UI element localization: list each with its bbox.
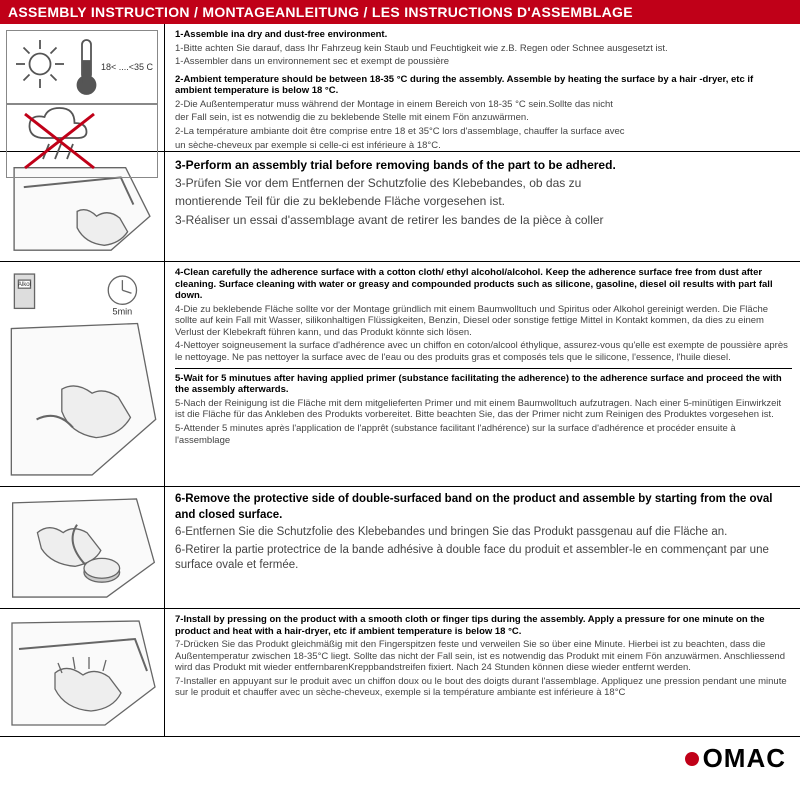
text-3: 4-Clean carefully the adherence surface … bbox=[165, 262, 800, 486]
text-4: 6-Remove the protective side of double-s… bbox=[165, 487, 800, 608]
timer-label: 5min bbox=[113, 306, 133, 316]
s3-fr: 3-Réaliser un essai d'assemblage avant d… bbox=[175, 212, 792, 228]
text-5: 7-Install by pressing on the product wit… bbox=[165, 609, 800, 736]
alcohol-label: Alkol bbox=[18, 282, 31, 288]
s2-en: 2-Ambient temperature should be between … bbox=[175, 74, 753, 97]
s7-de: 7-Drücken Sie das Produkt gleichmäßig mi… bbox=[175, 639, 792, 674]
logo-text: OMAC bbox=[703, 743, 786, 774]
illus-5 bbox=[0, 609, 165, 736]
header-title: ASSEMBLY INSTRUCTION / MONTAGEANLEITUNG … bbox=[8, 4, 633, 20]
row-4: 6-Remove the protective side of double-s… bbox=[0, 487, 800, 609]
illus-4 bbox=[0, 487, 165, 608]
s4-de: 4-Die zu beklebende Fläche sollte vor de… bbox=[175, 304, 792, 339]
s2-de1: 2-Die Außentemperatur muss während der M… bbox=[175, 99, 792, 111]
s4-en: 4-Clean carefully the adherence surface … bbox=[175, 267, 773, 301]
row-1: 18< ....<35 C 1-Assemble ina dry and dus… bbox=[0, 24, 800, 152]
text-1: 1-Assemble ina dry and dust-free environ… bbox=[165, 24, 800, 151]
peel-tape-icon bbox=[6, 493, 158, 602]
s1-en: 1-Assemble ina dry and dust-free environ… bbox=[175, 29, 387, 40]
illus-3: Alkol 5min bbox=[0, 262, 165, 486]
s5-en: 5-Wait for 5 minutues after having appli… bbox=[175, 373, 782, 396]
s6-fr: 6-Retirer la partie protectrice de la ba… bbox=[175, 543, 792, 574]
sun-thermo-icon: 18< ....<35 C bbox=[6, 30, 158, 104]
s2-fr1: 2-La température ambiante doit être comp… bbox=[175, 126, 792, 138]
text-2: 3-Perform an assembly trial before remov… bbox=[165, 152, 800, 261]
illus-1: 18< ....<35 C bbox=[0, 24, 165, 151]
s1-fr: 1-Assembler dans un environnement sec et… bbox=[175, 56, 792, 68]
s5-de: 5-Nach der Reinigung ist die Fläche mit … bbox=[175, 398, 792, 421]
footer: OMAC bbox=[0, 737, 800, 778]
s3-de2: montierende Teil für die zu beklebende F… bbox=[175, 193, 792, 209]
press-install-icon bbox=[6, 615, 158, 730]
temp-range-label: 18< ....<35 C bbox=[101, 62, 153, 72]
clean-primer-icon: Alkol 5min bbox=[6, 268, 158, 480]
logo-dot-icon bbox=[685, 752, 699, 766]
instruction-rows: 18< ....<35 C 1-Assemble ina dry and dus… bbox=[0, 24, 800, 737]
no-rain-icon bbox=[6, 104, 158, 178]
s3-en: 3-Perform an assembly trial before remov… bbox=[175, 158, 616, 172]
s7-en: 7-Install by pressing on the product wit… bbox=[175, 614, 765, 637]
s6-en: 6-Remove the protective side of double-s… bbox=[175, 493, 772, 521]
s4-fr: 4-Nettoyer soigneusement la surface d'ad… bbox=[175, 340, 792, 363]
s6-de: 6-Entfernen Sie die Schutzfolie des Kleb… bbox=[175, 525, 792, 541]
s2-de2: der Fall sein, ist es notwendig die zu b… bbox=[175, 112, 792, 124]
s1-de: 1-Bitte achten Sie darauf, dass Ihr Fahr… bbox=[175, 43, 792, 55]
s3-de1: 3-Prüfen Sie vor dem Entfernen der Schut… bbox=[175, 175, 792, 191]
s7-fr: 7-Installer en appuyant sur le produit a… bbox=[175, 676, 792, 699]
s2-fr2: un sèche-cheveux par exemple si celle-ci… bbox=[175, 140, 792, 152]
row-5: 7-Install by pressing on the product wit… bbox=[0, 609, 800, 737]
s5-fr: 5-Attender 5 minutes après l'application… bbox=[175, 423, 792, 446]
row-3: Alkol 5min 4-Clean carefully the adheren… bbox=[0, 262, 800, 487]
header-bar: ASSEMBLY INSTRUCTION / MONTAGEANLEITUNG … bbox=[0, 0, 800, 24]
